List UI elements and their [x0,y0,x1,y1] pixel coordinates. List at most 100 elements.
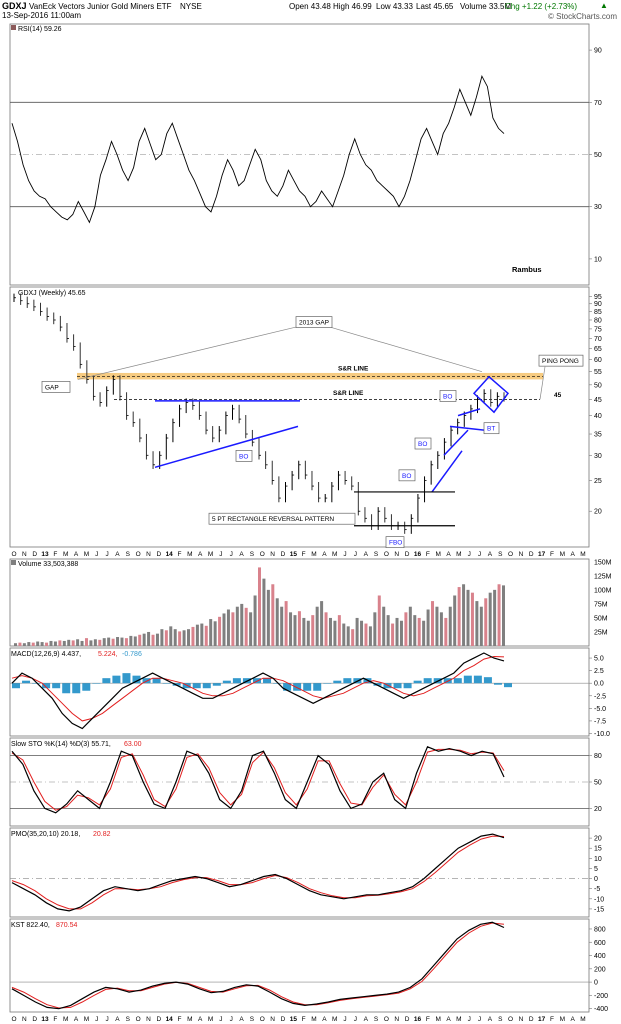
volume-bar [377,595,381,646]
bottom-x-axis-label: A [198,1016,203,1023]
volume-bar [502,585,505,646]
rsi-legend-swatch [11,25,16,30]
macd-histogram-bar [423,678,432,684]
volume-bar [160,629,164,646]
bo-label-2: BO [418,441,427,448]
volume-bar [457,587,461,646]
volume-bar [488,592,492,646]
macd-histogram-bar [22,680,31,684]
bottom-x-axis-label: O [260,1016,265,1023]
kst-axis-tick-label: -400 [594,1006,608,1013]
volume-bar [129,635,133,646]
bo-label-1: BO [239,453,248,460]
volume-bar [222,613,226,646]
volume-bar [382,606,386,646]
macd-histogram-bar [343,678,352,684]
bottom-x-axis-label: J [478,1016,481,1023]
volume-bar [124,638,128,646]
macd-histogram-bar [32,683,41,684]
volume-bar [289,612,293,646]
diamond-pattern [472,375,510,414]
macd-histogram-bar [403,683,412,689]
bottom-x-axis-label: N [22,1016,27,1023]
macd-axis-tick-label: -10.0 [594,731,610,738]
bottom-x-axis-label: 17 [538,1016,546,1023]
volume-bar [364,623,368,646]
macd-histogram-bar [62,683,71,694]
volume-bar [58,640,62,646]
volume-bar [297,611,301,646]
macd-line [11,652,505,730]
volume-bar [315,606,319,646]
volume-bar [187,629,191,646]
volume-tick-label: 50M [594,615,608,622]
pmo-signal-line [11,835,505,910]
rectangle-pattern-label-box [208,512,356,525]
volume-bar [435,606,439,646]
macd-histogram-bar [52,683,61,689]
volume-bar [337,615,341,646]
volume-bar [466,589,470,646]
x-axis-label: D [32,551,37,558]
bottom-x-axis-label: A [322,1016,327,1023]
volume-bar [249,612,253,646]
chart-header: GDXJ VanEck Vectors Junior Gold Miners E… [0,0,621,22]
sto-axis-tick-label: 50 [594,780,602,787]
price-tick-label: 75 [594,326,602,333]
gap-connector-right [329,326,483,373]
bottom-x-axis-label: J [230,1016,233,1023]
gap-2013-label-box [295,316,333,328]
volume-bar [311,615,315,646]
bottom-x-axis-label: S [374,1016,379,1023]
volume-bar [324,612,328,646]
x-axis-label: J [230,551,233,558]
volume-title: Volume 33,503,388 [18,561,78,568]
gap-connector-left [77,326,297,380]
open-value: Open 43.48 [289,2,331,11]
kst-axis-tick-label: 200 [594,966,606,973]
sto-d-line [11,748,505,811]
price-tick-label: 65 [594,346,602,353]
bottom-x-axis-label: J [343,1016,346,1023]
macd-hist-value: -0.786 [122,651,142,658]
volume-bar [98,639,102,646]
x-axis-label: N [519,551,524,558]
bottom-x-axis-label: J [95,1016,98,1023]
price-tick-label: 45 [594,397,602,404]
volume-bar [302,617,306,646]
macd-histogram-bar [453,678,462,684]
bottom-x-axis-label: M [560,1016,565,1023]
volume-bar [195,624,199,646]
sto-title: Slow STO %K(14) %D(3) 55.71, [11,741,111,748]
bottom-x-axis-label: F [302,1016,306,1023]
volume-bar [49,640,53,646]
volume-bar [93,639,97,646]
pmo-axis-tick-label: 5 [594,866,598,873]
bt-label: BT [487,426,495,433]
volume-bar [107,637,111,646]
macd-panel-frame [9,647,590,737]
volume-bar [164,630,168,646]
rsi-axis-tick-label: 50 [594,152,602,159]
bottom-x-axis-label: N [146,1016,151,1023]
price-tick-label: 80 [594,317,602,324]
bo-label-3: BO [402,473,411,480]
bo-label-4-box [439,390,457,402]
pmo-axis-tick-label: 20 [594,836,602,843]
volume-bar [497,584,501,646]
macd-histogram-bar [72,683,81,694]
x-axis-label: A [488,551,493,558]
pmo-axis-tick-label: 10 [594,856,602,863]
volume-bar [408,606,412,646]
bo-line-3 [457,408,481,417]
volume-legend-swatch [11,560,16,565]
volume-bar [453,595,457,646]
pmo-axis-tick-label: -15 [594,906,604,913]
bottom-x-axis-label: M [63,1016,68,1023]
volume-tick-label: 75M [594,601,608,608]
change-value: Chg +1.22 (+2.73%) [505,2,578,11]
x-axis-label: O [508,551,513,558]
macd-histogram-bar [313,683,322,691]
volume-bar [226,609,230,646]
gap-label-box [41,381,71,393]
